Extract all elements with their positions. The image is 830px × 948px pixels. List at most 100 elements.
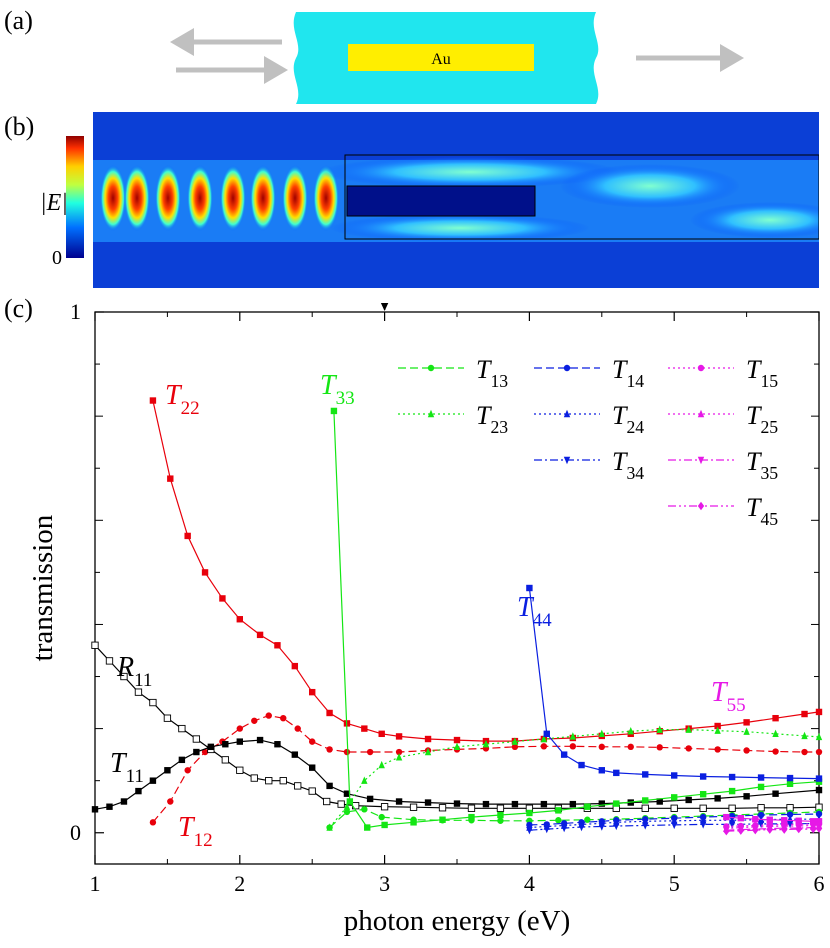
data-point xyxy=(728,787,736,795)
data-point xyxy=(361,776,368,784)
data-point xyxy=(786,811,794,818)
data-point xyxy=(714,746,721,753)
data-point xyxy=(482,740,490,748)
data-point xyxy=(326,823,333,831)
data-point xyxy=(308,787,316,795)
curve-label-T33: T33 xyxy=(320,370,355,409)
data-point xyxy=(91,641,99,649)
data-point xyxy=(584,803,591,810)
data-point xyxy=(346,798,354,805)
data-point xyxy=(815,775,823,782)
legend-label-T25: T25 xyxy=(746,401,778,437)
data-point xyxy=(164,767,171,774)
legend-label-T45: T45 xyxy=(746,493,778,529)
data-point xyxy=(699,773,707,780)
data-point xyxy=(656,725,663,733)
series-T33 xyxy=(330,407,823,831)
field-tail xyxy=(690,202,819,238)
data-point xyxy=(671,794,678,801)
data-point xyxy=(728,804,736,812)
data-point xyxy=(380,803,389,811)
data-point xyxy=(294,782,302,790)
data-point xyxy=(772,729,779,738)
data-point xyxy=(743,747,750,754)
data-point xyxy=(395,798,403,805)
gold-strip-label: Au xyxy=(431,51,451,68)
data-point xyxy=(723,826,730,836)
data-point xyxy=(697,409,705,418)
data-point xyxy=(699,791,707,798)
data-point xyxy=(699,821,707,829)
field-lobe xyxy=(250,165,276,231)
data-point xyxy=(641,804,649,812)
data-point xyxy=(697,364,705,372)
field-lobe xyxy=(100,165,126,231)
series-line xyxy=(152,400,820,742)
data-point xyxy=(409,803,418,811)
colorbar-zero: 0 xyxy=(52,247,62,269)
curve-label-R11: R11 xyxy=(116,652,152,691)
data-point xyxy=(728,821,736,829)
series-T11 xyxy=(91,736,823,813)
data-point xyxy=(578,823,585,832)
data-point xyxy=(766,816,773,823)
data-point xyxy=(361,806,368,813)
data-point xyxy=(343,748,351,756)
data-point xyxy=(274,741,281,748)
data-point xyxy=(801,710,808,718)
data-point xyxy=(728,773,736,781)
data-point xyxy=(642,822,649,830)
data-point xyxy=(584,816,591,823)
data-point xyxy=(781,817,788,824)
data-point xyxy=(699,804,707,812)
data-point xyxy=(163,714,172,722)
field-lobe xyxy=(155,165,181,231)
data-point xyxy=(424,799,432,806)
data-point xyxy=(743,727,750,735)
x-tick-label: 2 xyxy=(234,871,245,896)
curve-label-T12: T12 xyxy=(178,812,213,851)
field-lobe xyxy=(282,165,308,231)
x-tick-label: 4 xyxy=(524,871,535,896)
data-point xyxy=(265,777,273,785)
marker-label: 3 eV xyxy=(389,303,420,305)
data-point xyxy=(410,816,417,823)
data-point xyxy=(801,731,808,740)
data-point xyxy=(543,730,550,738)
data-point xyxy=(323,797,331,806)
curve-label-T11: T11 xyxy=(110,748,144,787)
x-tick-label: 5 xyxy=(669,871,680,896)
data-point xyxy=(786,780,794,788)
data-point xyxy=(555,807,562,814)
data-point xyxy=(757,783,765,791)
marker-arrowhead xyxy=(380,303,389,311)
panel-label-c: (c) xyxy=(4,294,33,323)
inline-labels: T22 T33 T44 T55 R11 T11 T12 xyxy=(110,370,746,851)
data-point xyxy=(815,786,823,794)
data-point xyxy=(178,724,186,733)
data-point xyxy=(569,743,577,750)
data-point xyxy=(815,748,823,756)
data-point xyxy=(343,808,351,816)
data-point xyxy=(642,771,649,778)
data-point xyxy=(511,737,519,745)
data-point xyxy=(424,747,432,756)
x-tick-label: 1 xyxy=(90,871,101,896)
legend-label-T24: T24 xyxy=(612,401,644,437)
data-point xyxy=(540,743,548,750)
data-point xyxy=(378,760,385,769)
data-point xyxy=(378,813,385,821)
data-point xyxy=(685,745,692,752)
incident-arrow-head xyxy=(264,56,288,84)
data-point xyxy=(772,714,779,722)
legend-label-T35: T35 xyxy=(746,447,778,483)
data-point xyxy=(201,748,209,756)
data-point xyxy=(786,820,794,829)
data-point xyxy=(256,736,264,744)
data-point xyxy=(685,725,692,733)
data-point xyxy=(497,817,504,824)
plot-frame xyxy=(94,311,820,865)
data-point xyxy=(569,800,577,808)
data-point xyxy=(598,729,605,738)
field-lobe xyxy=(187,165,213,231)
